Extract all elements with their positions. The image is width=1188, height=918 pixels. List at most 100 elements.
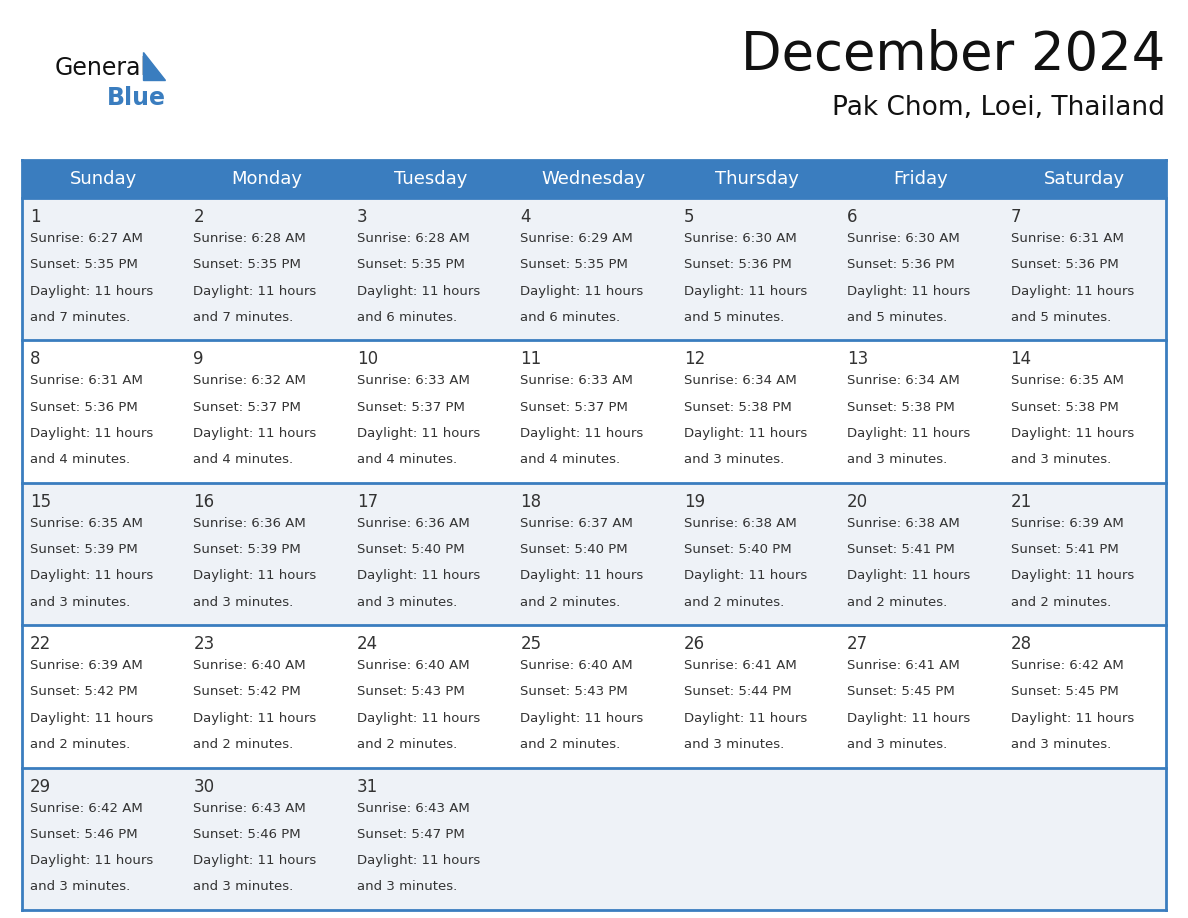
Text: Sunrise: 6:40 AM: Sunrise: 6:40 AM	[356, 659, 469, 672]
Text: and 3 minutes.: and 3 minutes.	[1011, 453, 1111, 466]
Text: and 6 minutes.: and 6 minutes.	[356, 311, 457, 324]
Text: 21: 21	[1011, 493, 1032, 510]
Bar	[1003, 198, 1165, 341]
Text: and 2 minutes.: and 2 minutes.	[684, 596, 784, 609]
Bar	[839, 198, 1003, 341]
Text: 12: 12	[684, 351, 704, 368]
Text: Sunset: 5:35 PM: Sunset: 5:35 PM	[520, 258, 628, 272]
Text: Daylight: 11 hours: Daylight: 11 hours	[684, 427, 807, 440]
Text: and 3 minutes.: and 3 minutes.	[194, 596, 293, 609]
Text: General: General	[55, 56, 148, 80]
Text: Daylight: 11 hours: Daylight: 11 hours	[684, 711, 807, 725]
Bar	[349, 767, 512, 910]
Text: Sunrise: 6:33 AM: Sunrise: 6:33 AM	[356, 375, 469, 387]
Text: 22: 22	[30, 635, 51, 654]
Text: and 6 minutes.: and 6 minutes.	[520, 311, 620, 324]
Text: Sunset: 5:35 PM: Sunset: 5:35 PM	[194, 258, 302, 272]
Text: Sunset: 5:43 PM: Sunset: 5:43 PM	[356, 686, 465, 699]
Bar	[349, 483, 512, 625]
Text: and 2 minutes.: and 2 minutes.	[30, 738, 131, 751]
Text: Blue: Blue	[107, 86, 166, 110]
Text: and 3 minutes.: and 3 minutes.	[30, 596, 131, 609]
Text: and 2 minutes.: and 2 minutes.	[847, 596, 947, 609]
Text: Sunset: 5:37 PM: Sunset: 5:37 PM	[356, 400, 465, 414]
Text: and 3 minutes.: and 3 minutes.	[1011, 738, 1111, 751]
Bar	[839, 341, 1003, 483]
Text: Sunset: 5:38 PM: Sunset: 5:38 PM	[847, 400, 955, 414]
Text: Daylight: 11 hours: Daylight: 11 hours	[1011, 711, 1133, 725]
Text: Sunrise: 6:43 AM: Sunrise: 6:43 AM	[194, 801, 307, 814]
Bar	[185, 341, 349, 483]
Text: Sunset: 5:45 PM: Sunset: 5:45 PM	[847, 686, 955, 699]
Text: Sunset: 5:38 PM: Sunset: 5:38 PM	[684, 400, 791, 414]
Text: Daylight: 11 hours: Daylight: 11 hours	[847, 711, 971, 725]
Text: Sunrise: 6:43 AM: Sunrise: 6:43 AM	[356, 801, 469, 814]
Text: Sunset: 5:44 PM: Sunset: 5:44 PM	[684, 686, 791, 699]
Text: Saturday: Saturday	[1044, 170, 1125, 188]
Text: Daylight: 11 hours: Daylight: 11 hours	[520, 285, 644, 297]
Text: Sunrise: 6:34 AM: Sunrise: 6:34 AM	[684, 375, 796, 387]
Text: Sunrise: 6:35 AM: Sunrise: 6:35 AM	[30, 517, 143, 530]
Text: 10: 10	[356, 351, 378, 368]
Text: Daylight: 11 hours: Daylight: 11 hours	[30, 711, 153, 725]
Text: 14: 14	[1011, 351, 1031, 368]
Text: 25: 25	[520, 635, 542, 654]
Text: Daylight: 11 hours: Daylight: 11 hours	[194, 569, 317, 582]
Text: 19: 19	[684, 493, 704, 510]
Text: and 4 minutes.: and 4 minutes.	[520, 453, 620, 466]
Text: 1: 1	[30, 208, 40, 226]
Text: Sunset: 5:37 PM: Sunset: 5:37 PM	[520, 400, 628, 414]
Text: Daylight: 11 hours: Daylight: 11 hours	[1011, 569, 1133, 582]
Bar	[839, 483, 1003, 625]
Bar	[676, 198, 839, 341]
Bar	[23, 198, 185, 341]
Bar	[185, 160, 349, 198]
Bar	[1003, 767, 1165, 910]
Bar	[349, 160, 512, 198]
Text: 5: 5	[684, 208, 694, 226]
Bar	[1003, 160, 1165, 198]
Bar	[185, 198, 349, 341]
Text: Sunrise: 6:37 AM: Sunrise: 6:37 AM	[520, 517, 633, 530]
Bar	[676, 160, 839, 198]
Text: Daylight: 11 hours: Daylight: 11 hours	[356, 569, 480, 582]
Text: Tuesday: Tuesday	[394, 170, 467, 188]
Text: Sunset: 5:36 PM: Sunset: 5:36 PM	[1011, 258, 1118, 272]
Bar	[839, 625, 1003, 767]
Bar	[839, 767, 1003, 910]
Text: Sunrise: 6:34 AM: Sunrise: 6:34 AM	[847, 375, 960, 387]
Text: 29: 29	[30, 778, 51, 796]
Text: and 3 minutes.: and 3 minutes.	[684, 738, 784, 751]
Bar	[512, 767, 676, 910]
Text: Monday: Monday	[232, 170, 303, 188]
Text: Sunset: 5:45 PM: Sunset: 5:45 PM	[1011, 686, 1118, 699]
Text: 3: 3	[356, 208, 367, 226]
Text: Sunday: Sunday	[70, 170, 138, 188]
Text: Sunrise: 6:36 AM: Sunrise: 6:36 AM	[194, 517, 307, 530]
Text: 26: 26	[684, 635, 704, 654]
Text: Daylight: 11 hours: Daylight: 11 hours	[30, 854, 153, 868]
Text: Sunrise: 6:40 AM: Sunrise: 6:40 AM	[194, 659, 307, 672]
Text: Sunset: 5:36 PM: Sunset: 5:36 PM	[30, 400, 138, 414]
Bar	[23, 160, 185, 198]
Bar	[349, 625, 512, 767]
Text: Daylight: 11 hours: Daylight: 11 hours	[30, 285, 153, 297]
Text: Friday: Friday	[893, 170, 948, 188]
Text: Daylight: 11 hours: Daylight: 11 hours	[520, 711, 644, 725]
Text: Daylight: 11 hours: Daylight: 11 hours	[194, 711, 317, 725]
Text: Sunset: 5:39 PM: Sunset: 5:39 PM	[30, 543, 138, 556]
Text: Sunset: 5:37 PM: Sunset: 5:37 PM	[194, 400, 302, 414]
Text: Sunset: 5:43 PM: Sunset: 5:43 PM	[520, 686, 628, 699]
Text: Sunset: 5:36 PM: Sunset: 5:36 PM	[684, 258, 791, 272]
Text: and 5 minutes.: and 5 minutes.	[684, 311, 784, 324]
Text: Daylight: 11 hours: Daylight: 11 hours	[194, 285, 317, 297]
Text: Daylight: 11 hours: Daylight: 11 hours	[1011, 427, 1133, 440]
Text: Sunset: 5:42 PM: Sunset: 5:42 PM	[194, 686, 302, 699]
Text: 31: 31	[356, 778, 378, 796]
Text: Sunrise: 6:28 AM: Sunrise: 6:28 AM	[356, 232, 469, 245]
Bar	[512, 198, 676, 341]
Text: and 2 minutes.: and 2 minutes.	[520, 738, 620, 751]
Bar	[185, 483, 349, 625]
Text: 8: 8	[30, 351, 40, 368]
Text: 23: 23	[194, 635, 215, 654]
